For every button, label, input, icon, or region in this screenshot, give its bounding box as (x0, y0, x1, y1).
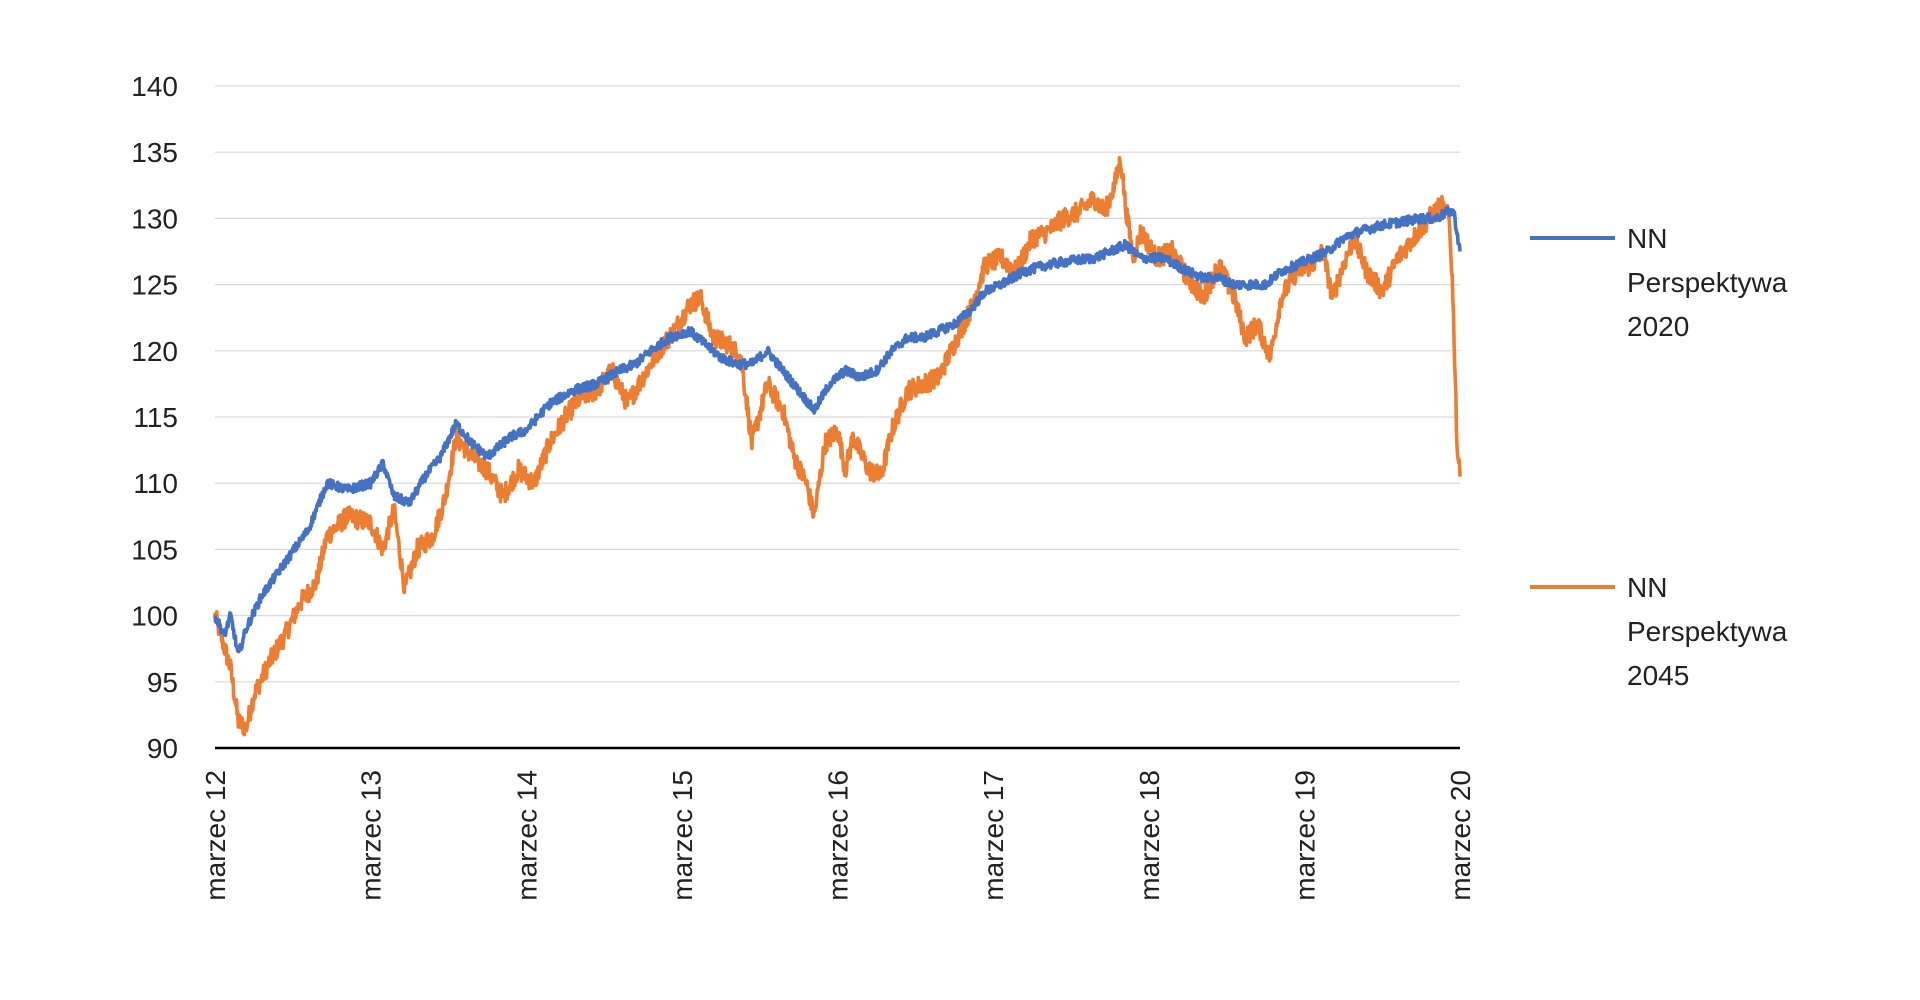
x-tick-label: marzec 13 (356, 770, 387, 901)
series-line-nn-perspektywa-2020 (213, 205, 1462, 654)
y-tick-label: 100 (131, 601, 178, 632)
y-tick-label: 120 (131, 336, 178, 367)
y-tick-label: 135 (131, 137, 178, 168)
y-tick-label: 105 (131, 534, 178, 565)
x-tick-label: marzec 19 (1289, 770, 1320, 901)
y-tick-label: 125 (131, 270, 178, 301)
y-axis-labels: 90 95 100 105 110 115 120 125 130 135 140 (131, 71, 178, 764)
legend: NN Perspektywa 2020 NN Perspektywa 2045 (1530, 223, 1788, 691)
series-line-nn-perspektywa-2045 (213, 156, 1462, 737)
legend-item: NN Perspektywa 2045 (1530, 572, 1788, 691)
legend-label: Perspektywa (1627, 616, 1788, 647)
x-tick-label: marzec 16 (823, 770, 854, 901)
legend-label: 2020 (1627, 311, 1689, 342)
x-tick-label: marzec 15 (667, 770, 698, 901)
legend-item: NN Perspektywa 2020 (1530, 223, 1788, 342)
x-tick-label: marzec 17 (978, 770, 1009, 901)
y-grid (215, 85, 1460, 683)
y-tick-label: 115 (133, 402, 178, 433)
y-tick-label: 90 (147, 733, 178, 764)
y-tick-label: 110 (133, 468, 178, 499)
x-tick-label: marzec 20 (1445, 770, 1476, 901)
series-lines (213, 156, 1462, 737)
x-tick-label: marzec 12 (200, 770, 231, 901)
legend-label: NN (1627, 223, 1667, 254)
x-tick-label: marzec 18 (1134, 770, 1165, 901)
legend-label: Perspektywa (1627, 267, 1788, 298)
x-axis-labels: marzec 12 marzec 13 marzec 14 marzec 15 marz… (200, 770, 1476, 901)
y-tick-label: 95 (147, 667, 178, 698)
x-tick-label: marzec 14 (511, 770, 542, 901)
y-tick-label: 140 (131, 71, 178, 102)
legend-label: 2045 (1627, 660, 1689, 691)
y-tick-label: 130 (131, 203, 178, 234)
legend-label: NN (1627, 572, 1667, 603)
